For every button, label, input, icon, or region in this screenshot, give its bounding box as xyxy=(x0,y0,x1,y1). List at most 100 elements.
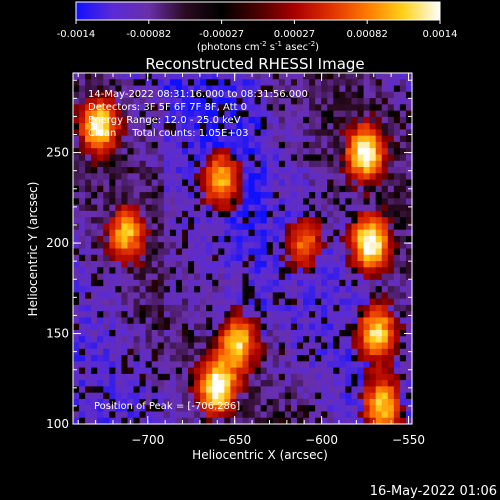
heatmap-cell xyxy=(393,85,401,93)
colorbar-tick-label: -0.00027 xyxy=(199,29,244,40)
heatmap-cell xyxy=(254,373,262,381)
heatmap-cell xyxy=(181,223,189,231)
heatmap-cell xyxy=(333,229,340,237)
heatmap-cell xyxy=(133,210,141,218)
heatmap-cell xyxy=(405,298,413,306)
heatmap-cell xyxy=(181,380,189,387)
heatmap-cell xyxy=(218,323,225,331)
heatmap-cell xyxy=(284,104,292,112)
heatmap-cell xyxy=(200,217,207,225)
heatmap-cell xyxy=(290,148,298,156)
heatmap-cell xyxy=(103,261,110,268)
heatmap-cell xyxy=(194,185,201,193)
heatmap-cell xyxy=(284,123,292,131)
heatmap-cell xyxy=(284,248,292,256)
heatmap-cell xyxy=(399,160,407,168)
heatmap-cell xyxy=(127,116,135,124)
heatmap-cell xyxy=(272,235,280,243)
heatmap-cell xyxy=(381,179,389,187)
heatmap-cell xyxy=(206,73,213,80)
heatmap-cell xyxy=(339,91,347,99)
heatmap-cell xyxy=(399,73,407,80)
heatmap-cell xyxy=(290,367,298,375)
heatmap-cell xyxy=(103,329,110,337)
heatmap-cell xyxy=(133,367,141,375)
heatmap-cell xyxy=(85,79,92,87)
heatmap-cell xyxy=(387,148,395,156)
heatmap-cell xyxy=(399,198,407,206)
heatmap-cell xyxy=(145,355,153,362)
heatmap-cell xyxy=(212,267,219,275)
heatmap-cell xyxy=(381,141,389,149)
heatmap-cell xyxy=(181,411,189,419)
heatmap-cell xyxy=(79,148,86,156)
heatmap-cell xyxy=(375,411,383,419)
heatmap-cell xyxy=(169,267,177,275)
heatmap-cell xyxy=(145,292,153,300)
heatmap-cell xyxy=(163,317,171,325)
heatmap-cell xyxy=(188,317,195,325)
heatmap-cell xyxy=(381,192,389,199)
heatmap-cell xyxy=(212,173,219,181)
heatmap-cell xyxy=(315,79,322,87)
heatmap-cell xyxy=(175,367,183,375)
heatmap-cell xyxy=(115,373,123,381)
heatmap-cell xyxy=(236,129,244,137)
heatmap-cell xyxy=(224,361,231,369)
heatmap-cell xyxy=(236,192,244,199)
heatmap-cell xyxy=(315,160,322,168)
heatmap-cell xyxy=(212,361,219,369)
heatmap-cell xyxy=(278,123,286,131)
heatmap-cell xyxy=(290,210,298,218)
heatmap-cell xyxy=(345,267,353,275)
heatmap-cell xyxy=(115,123,123,131)
heatmap-cell xyxy=(115,104,123,112)
heatmap-cell xyxy=(73,160,80,168)
heatmap-cell xyxy=(381,380,389,387)
heatmap-cell xyxy=(260,298,268,306)
heatmap-cell xyxy=(145,229,153,237)
heatmap-cell xyxy=(290,79,298,87)
heatmap-cell xyxy=(284,329,292,337)
heatmap-cell xyxy=(290,198,298,206)
heatmap-cell xyxy=(272,367,280,375)
heatmap-cell xyxy=(121,235,129,243)
heatmap-cell xyxy=(278,148,286,156)
heatmap-cell xyxy=(242,160,250,168)
heatmap-cell xyxy=(194,173,201,181)
heatmap-cell xyxy=(327,167,334,174)
heatmap-cell xyxy=(242,373,250,381)
heatmap-cell xyxy=(272,386,280,394)
plot-frame xyxy=(72,72,413,425)
heatmap-cell xyxy=(224,398,231,406)
heatmap-cell xyxy=(175,179,183,187)
heatmap-cell xyxy=(266,85,274,93)
heatmap-cell xyxy=(357,405,365,413)
heatmap-cell xyxy=(224,248,231,256)
heatmap-cell xyxy=(218,336,225,344)
heatmap-cell xyxy=(296,392,304,400)
heatmap-cell xyxy=(188,135,195,143)
heatmap-cell xyxy=(230,141,238,149)
heatmap-cell xyxy=(284,91,292,99)
heatmap-cell xyxy=(194,304,201,312)
heatmap-cell xyxy=(260,242,268,250)
heatmap-cell xyxy=(333,210,340,218)
heatmap-cell xyxy=(200,298,207,306)
heatmap-cell xyxy=(248,98,256,105)
heatmap-cell xyxy=(242,192,250,199)
heatmap-cell xyxy=(206,185,213,193)
heatmap-cell xyxy=(151,329,159,337)
heatmap-cell xyxy=(333,154,340,162)
heatmap-cell xyxy=(133,311,141,319)
heatmap-cell xyxy=(296,417,304,425)
heatmap-cell xyxy=(254,123,262,131)
heatmap-cell xyxy=(327,336,334,344)
heatmap-cell xyxy=(296,361,304,369)
heatmap-cell xyxy=(73,323,80,331)
heatmap-cell xyxy=(175,98,183,105)
heatmap-cell xyxy=(109,342,116,350)
heatmap-cell xyxy=(399,98,407,105)
heatmap-cell xyxy=(151,323,159,331)
heatmap-cell xyxy=(381,229,389,237)
